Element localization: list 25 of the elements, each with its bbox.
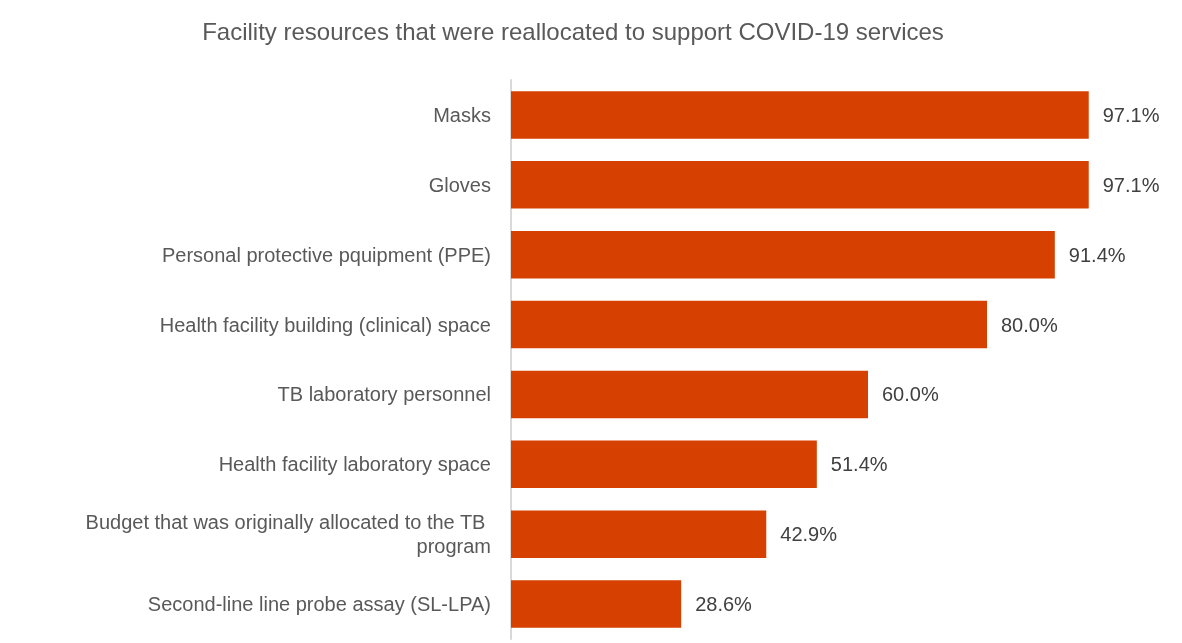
- bar: [511, 440, 817, 489]
- data-label: 91.4%: [1068, 243, 1126, 266]
- bar: [511, 300, 987, 349]
- bar: [511, 161, 1089, 209]
- data-label: 42.9%: [780, 523, 838, 546]
- y-tick-label: Personal protective pquipment (PPE): [161, 243, 491, 266]
- y-tick-label: Health facility building (clinical) space: [159, 313, 491, 336]
- bar: [511, 230, 1055, 279]
- y-tick-label: Gloves: [428, 173, 491, 196]
- data-label: 51.4%: [830, 453, 888, 476]
- bar: [511, 510, 767, 558]
- data-label: 80.0%: [1001, 313, 1058, 336]
- y-tick-label: TB laboratory personnel: [277, 383, 491, 406]
- data-label: 97.1%: [1102, 103, 1160, 126]
- bar: [511, 370, 868, 419]
- y-tick-label: Health facility laboratory space: [218, 453, 491, 476]
- y-tick-label: Second-line line probe assay (SL-LPA): [147, 593, 491, 616]
- data-label: 97.1%: [1102, 173, 1160, 196]
- bar: [511, 91, 1089, 139]
- chart-title: Facility resources that were reallocated to support COVID-19 services: [202, 17, 944, 45]
- bar: [511, 580, 682, 628]
- data-label: 28.6%: [695, 593, 753, 616]
- data-label: 60.0%: [882, 383, 939, 406]
- y-tick-label: Masks: [433, 103, 491, 126]
- y-tick-label: Budget that was originally allocated to the TB program: [85, 511, 491, 558]
